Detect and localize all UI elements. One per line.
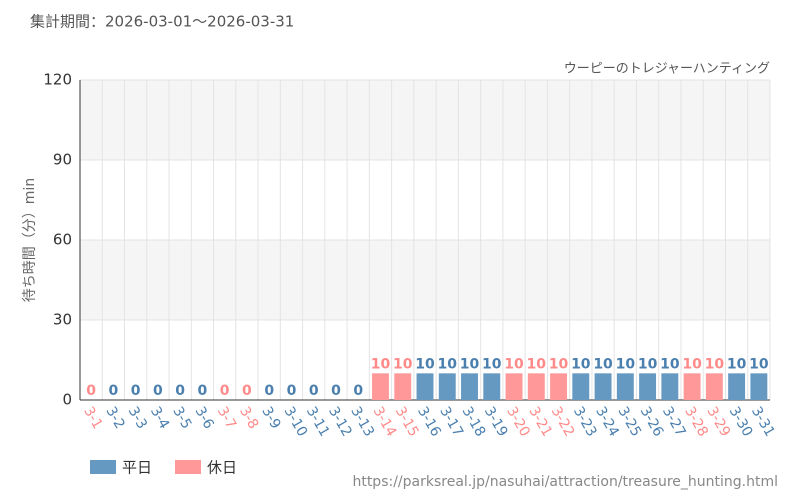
y-tick-label: 0 (62, 391, 72, 409)
bar (639, 373, 657, 400)
x-tick-label: 3-8 (236, 404, 261, 432)
legend-swatch (90, 460, 116, 474)
y-tick-label: 30 (53, 311, 72, 329)
data-label: 10 (638, 356, 658, 372)
data-label: 10 (549, 356, 569, 372)
data-label: 0 (331, 383, 341, 399)
data-label: 10 (727, 356, 747, 372)
legend-label: 休日 (207, 459, 237, 477)
data-label: 0 (353, 383, 363, 399)
bar (550, 373, 568, 400)
data-label: 0 (264, 383, 274, 399)
bar (372, 373, 389, 400)
grid-band (80, 80, 770, 160)
bar (661, 373, 679, 400)
bar (705, 373, 723, 400)
y-tick-label: 60 (53, 231, 72, 249)
data-label: 0 (309, 383, 319, 399)
data-label: 10 (482, 356, 502, 372)
data-label: 0 (220, 383, 230, 399)
data-label: 10 (393, 356, 413, 372)
data-label: 10 (616, 356, 636, 372)
data-label: 0 (131, 383, 141, 399)
bar (394, 373, 412, 400)
data-label: 10 (504, 356, 524, 372)
bar (505, 373, 523, 400)
data-label: 0 (198, 383, 208, 399)
data-label: 10 (682, 356, 702, 372)
bar (483, 373, 501, 400)
bar (594, 373, 612, 400)
data-label: 0 (175, 383, 185, 399)
data-label: 10 (571, 356, 591, 372)
x-tick-label: 3-5 (169, 404, 194, 432)
legend-label: 平日 (122, 459, 152, 477)
y-axis-label: 待ち時間（分）min (22, 178, 38, 302)
x-tick-label: 3-7 (214, 404, 239, 432)
x-tick-label: 3-4 (147, 404, 172, 432)
bar (572, 373, 590, 400)
bar (416, 373, 434, 400)
data-label: 0 (287, 383, 297, 399)
data-label: 10 (438, 356, 458, 372)
data-label: 10 (460, 356, 480, 372)
x-tick-label: 3-2 (102, 404, 127, 432)
bar (728, 373, 746, 400)
bar (683, 373, 701, 400)
x-tick-label: 3-1 (80, 404, 105, 432)
data-label: 10 (749, 356, 769, 372)
bar (750, 373, 768, 400)
data-label: 10 (527, 356, 547, 372)
data-label: 10 (660, 356, 680, 372)
data-label: 10 (371, 356, 391, 372)
data-label: 10 (415, 356, 435, 372)
y-tick-label: 120 (43, 71, 72, 89)
data-label: 10 (705, 356, 725, 372)
legend-swatch (175, 460, 201, 474)
y-tick-label: 90 (53, 151, 72, 169)
x-tick-label: 3-9 (258, 404, 283, 432)
source-url: https://parksreal.jp/nasuhai/attraction/… (352, 474, 778, 490)
bar (438, 373, 456, 400)
data-label: 10 (593, 356, 613, 372)
bar (461, 373, 478, 400)
data-label: 0 (86, 383, 96, 399)
x-tick-label: 3-31 (748, 404, 778, 440)
x-tick-label: 3-3 (125, 404, 150, 432)
chart-subtitle: ウーピーのトレジャーハンティング (564, 62, 770, 77)
data-label: 0 (109, 383, 119, 399)
bar (616, 373, 634, 400)
x-tick-label: 3-6 (191, 404, 216, 432)
bar (527, 373, 545, 400)
chart-title: 集計期間：2026-03-01～2026-03-31 (30, 13, 294, 31)
grid-band (80, 240, 770, 320)
data-label: 0 (242, 383, 252, 399)
data-label: 0 (153, 383, 163, 399)
